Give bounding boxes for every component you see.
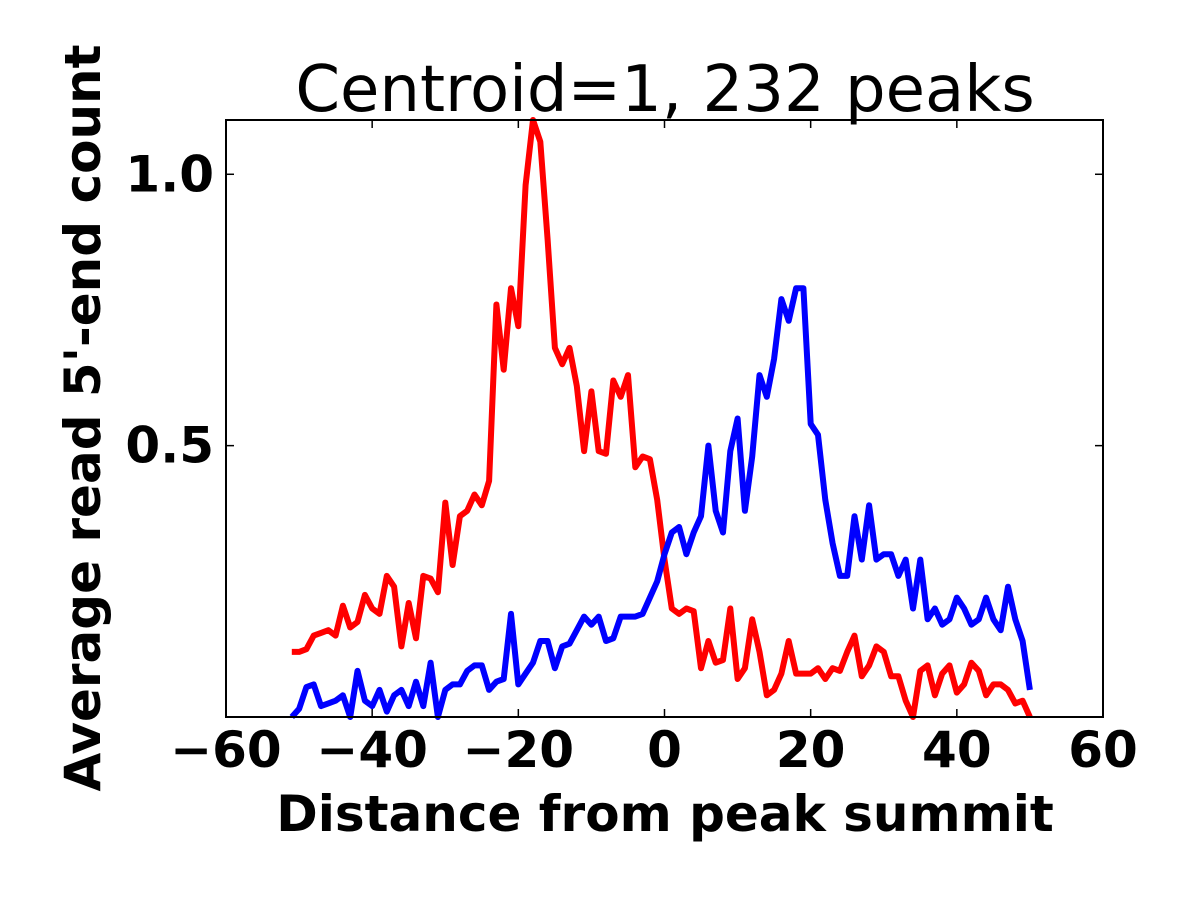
chart-title: Centroid=1, 232 peaks (295, 53, 1034, 127)
y-axis-label: Average read 5'-end count (54, 44, 112, 791)
series-layer (289, 117, 1033, 720)
x-tick-label: 20 (776, 721, 846, 779)
series-line-2 (289, 285, 1033, 720)
x-tick-label: −60 (170, 721, 281, 779)
y-tick-label: 0.5 (125, 417, 214, 475)
x-tick-label: −40 (316, 721, 427, 779)
tick-layer: −60 −40 −20 0 20 40 60 0.5 1.0 (125, 120, 1138, 779)
series-line-1 (291, 117, 1033, 720)
y-tick-label: 1.0 (125, 145, 214, 203)
x-tick-label: 0 (647, 721, 682, 779)
x-axis-label: Distance from peak summit (276, 785, 1054, 843)
x-tick-label: −20 (463, 721, 574, 779)
x-tick-label: 60 (1068, 721, 1138, 779)
x-tick-label: 40 (922, 721, 992, 779)
